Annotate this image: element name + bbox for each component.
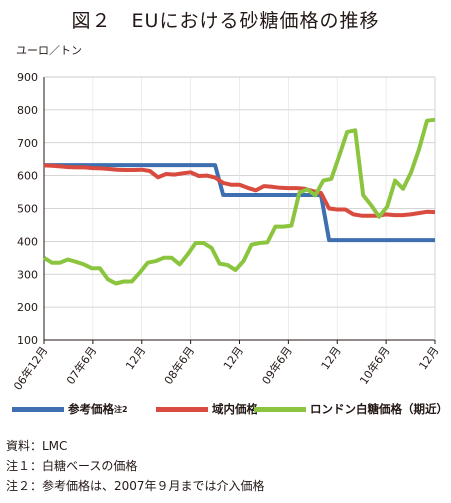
y-tick-label-600: 600 (17, 170, 38, 183)
y-tick-label-400: 400 (17, 235, 38, 248)
x-tick-label-12: 12月 (123, 344, 148, 372)
y-tick-label-900: 900 (17, 71, 38, 84)
note-1: 注１：白糖ベースの価格 (6, 459, 138, 473)
series-line-reference-price (44, 163, 435, 243)
chart-title: 図２ EUにおける砂糖価格の推移 (71, 10, 380, 32)
line-chart: 100 200 300 400 500 600 700 800 900 06年12月 07年6月 12… (10, 71, 441, 393)
y-tick-label-800: 800 (17, 104, 38, 117)
y-tick-label-500: 500 (17, 203, 38, 216)
x-tick-label-30: 09年6月 (259, 344, 295, 387)
legend-label-reference-price: 参考価格 (68, 402, 114, 416)
legend-label-domestic-price: 域内価格 (212, 402, 258, 416)
legend-item-london-white-sugar: ロンドン白糖価格（期近） (254, 400, 448, 418)
y-tick-label-700: 700 (17, 137, 38, 150)
x-tick-label-18: 08年6月 (161, 344, 197, 387)
x-tick-label-24: 12月 (221, 344, 246, 372)
legend-swatch-reference-price (12, 406, 64, 412)
y-tick-label-100: 100 (17, 334, 38, 347)
legend-label-london-white-sugar: ロンドン白糖価格（期近） (310, 402, 448, 416)
footnotes: 資料：LMC 注１：白糖ベースの価格 注２：参考価格は、2007年９月までは介入… (6, 436, 265, 496)
x-tick-label-6: 07年6月 (63, 344, 99, 387)
series-line-domestic-price (43, 163, 436, 218)
x-tick-label-42: 10年6月 (356, 344, 392, 387)
note-2: 注２：参考価格は、2007年９月までは介入価格 (6, 479, 265, 493)
x-tick-label-36: 12月 (319, 344, 344, 372)
legend-item-reference-price: 参考価格 注2 (12, 400, 128, 418)
x-tick-label-48: 12月 (416, 344, 441, 372)
source-note: 資料：LMC (6, 439, 68, 453)
legend-swatch-domestic-price (156, 406, 208, 412)
x-tick-label-0: 06年12月 (10, 344, 50, 393)
legend-swatch-london-white-sugar (254, 406, 306, 412)
legend: 参考価格 注2 域内価格 ロンドン白糖価格（期近） (6, 400, 451, 418)
y-tick-label-200: 200 (17, 301, 38, 314)
legend-note-marker: 注2 (114, 404, 128, 414)
y-axis-unit: ユーロ／トン (16, 44, 82, 57)
y-tick-label-300: 300 (17, 268, 38, 281)
legend-item-domestic-price: 域内価格 (156, 400, 258, 418)
series-line-london-white-sugar (42, 117, 436, 286)
